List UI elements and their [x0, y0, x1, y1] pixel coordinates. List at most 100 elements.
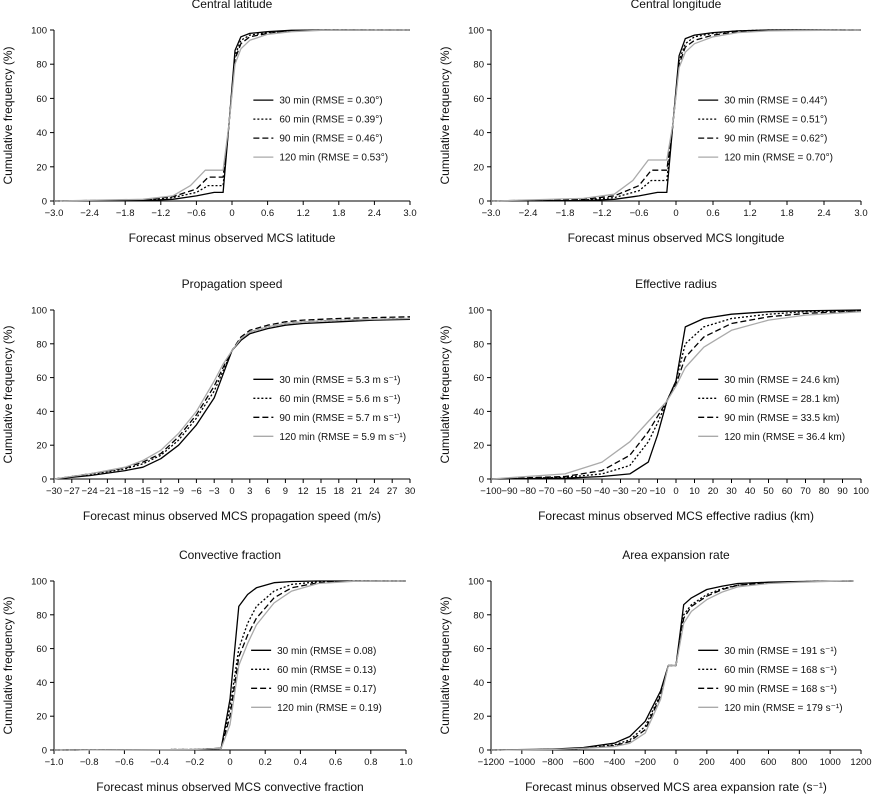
x-tick-label: −6 [191, 486, 202, 497]
legend-entry: 90 min (RMSE = 0.62°) [724, 134, 827, 145]
y-axis-label: Cumulative frequency (%) [438, 46, 452, 184]
x-tick-label: −27 [64, 486, 80, 497]
y-tick-label: 60 [473, 644, 484, 655]
legend-entry: 90 min (RMSE = 0.46°) [279, 134, 382, 145]
legend-entry: 90 min (RMSE = 168 s⁻¹) [724, 684, 837, 695]
x-tick-label: 30 [405, 486, 416, 497]
x-tick-label: 6 [265, 486, 270, 497]
x-tick-label: 0 [229, 208, 234, 219]
y-tick-label: 0 [479, 475, 484, 486]
x-tick-label: 30 [726, 486, 737, 497]
x-tick-label: −0.6 [187, 208, 206, 219]
x-tick-label: −21 [99, 486, 115, 497]
chart-panel-1: Central latitude 0 20 40 60 80 100 −3.0 −2.4 −1.8… [1, 0, 417, 245]
series-line-2 [53, 580, 406, 751]
x-tick-label: 18 [334, 486, 345, 497]
x-tick-label: 3.0 [403, 208, 416, 219]
x-tick-label: 600 [761, 757, 777, 768]
legend-entry: 90 min (RMSE = 33.5 km) [724, 413, 839, 424]
x-tick-label: −0.4 [150, 757, 169, 768]
x-tick-label: 0 [673, 486, 678, 497]
x-tick-label: 24 [369, 486, 380, 497]
y-tick-label: 60 [36, 94, 47, 105]
x-tick-label: −3.0 [482, 208, 501, 219]
x-tick-label: 27 [387, 486, 398, 497]
x-tick-label: 1200 [850, 757, 871, 768]
x-tick-label: −100 [480, 486, 501, 497]
x-tick-label: −0.8 [80, 757, 99, 768]
x-tick-label: −0.2 [185, 757, 204, 768]
legend-entry: 120 min (RMSE = 0.19) [277, 703, 382, 714]
x-tick-label: 0 [673, 757, 678, 768]
x-tick-label: 0.4 [294, 757, 307, 768]
x-tick-label: −18 [117, 486, 133, 497]
x-tick-label: −1.8 [116, 208, 135, 219]
x-tick-label: 3.0 [854, 208, 867, 219]
x-tick-label: 0.2 [259, 757, 272, 768]
legend-entry: 120 min (RMSE = 0.53°) [279, 153, 388, 164]
x-tick-label: −50 [575, 486, 591, 497]
y-tick-label: 80 [473, 60, 484, 71]
x-tick-label: 0.6 [329, 757, 342, 768]
legend-entry: 120 min (RMSE = 179 s⁻¹) [724, 703, 842, 714]
y-tick-label: 60 [36, 644, 47, 655]
y-tick-label: 0 [479, 746, 484, 757]
panel-title: Area expansion rate [622, 548, 730, 562]
y-tick-label: 80 [36, 610, 47, 621]
y-tick-label: 60 [473, 94, 484, 105]
y-axis-label: Cumulative frequency (%) [1, 325, 15, 463]
y-tick-label: 80 [36, 339, 47, 350]
series-line-1 [53, 318, 411, 480]
x-tick-label: −15 [135, 486, 151, 497]
chart-panel-2: Central longitude 0 20 40 60 80 100 −3.0 −2.4 −1.… [438, 0, 868, 245]
series-line-4 [490, 311, 862, 480]
legend-entry: 60 min (RMSE = 168 s⁻¹) [724, 665, 837, 676]
x-tick-label: −800 [542, 757, 563, 768]
y-tick-label: 0 [42, 746, 47, 757]
x-tick-label: −24 [82, 486, 98, 497]
x-tick-label: 2.4 [817, 208, 830, 219]
x-tick-label: −2.4 [80, 208, 99, 219]
y-tick-label: 100 [468, 577, 484, 588]
series-line-4 [53, 317, 411, 480]
x-tick-label: 12 [298, 486, 309, 497]
legend-entry: 60 min (RMSE = 0.51°) [724, 115, 827, 126]
series-line-3 [53, 316, 411, 480]
y-axis-label: Cumulative frequency (%) [1, 596, 15, 734]
x-tick-label: −200 [634, 757, 655, 768]
y-tick-label: 80 [473, 339, 484, 350]
legend-entry: 120 min (RMSE = 36.4 km) [724, 432, 845, 443]
x-tick-label: 15 [316, 486, 327, 497]
x-tick-label: 3 [247, 486, 252, 497]
x-tick-label: 40 [745, 486, 756, 497]
y-tick-label: 80 [36, 60, 47, 71]
chart-panel-5: Convective fraction 0 20 40 60 80 100 −1.0 −0.8 −… [1, 548, 413, 794]
y-tick-label: 0 [479, 197, 484, 208]
x-tick-label: −30 [46, 486, 62, 497]
x-tick-label: 0.6 [706, 208, 719, 219]
x-axis-label: Forecast minus observed MCS area expansi… [525, 780, 827, 794]
x-tick-label: −2.4 [519, 208, 538, 219]
x-tick-label: 800 [791, 757, 807, 768]
x-tick-label: −90 [501, 486, 517, 497]
x-axis-label: Forecast minus observed MCS longitude [568, 231, 785, 245]
y-tick-label: 20 [36, 712, 47, 723]
x-tick-label: 0 [673, 208, 678, 219]
x-tick-label: −3 [209, 486, 220, 497]
legend-entry: 60 min (RMSE = 28.1 km) [724, 394, 839, 405]
x-tick-label: 50 [763, 486, 774, 497]
x-tick-label: 100 [853, 486, 869, 497]
x-tick-label: −12 [153, 486, 169, 497]
panel-title: Central latitude [192, 0, 273, 11]
x-tick-label: 2.4 [368, 208, 381, 219]
y-tick-label: 100 [31, 306, 47, 317]
x-tick-label: −10 [649, 486, 665, 497]
y-tick-label: 60 [473, 373, 484, 384]
x-tick-label: −60 [557, 486, 573, 497]
x-tick-label: −70 [538, 486, 554, 497]
x-tick-label: 21 [351, 486, 362, 497]
x-tick-label: 1.2 [297, 208, 310, 219]
y-axis-label: Cumulative frequency (%) [1, 46, 15, 184]
